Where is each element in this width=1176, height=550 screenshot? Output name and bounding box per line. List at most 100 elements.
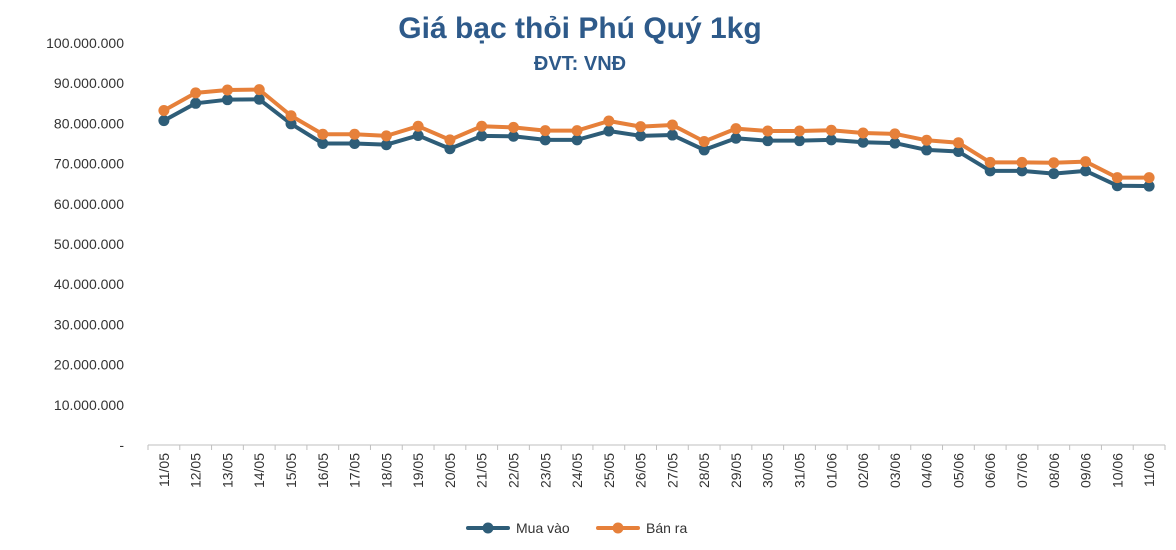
x-tick-label: 13/05	[219, 453, 235, 488]
series-line	[161, 97, 1152, 189]
data-point	[1016, 156, 1028, 168]
data-point	[825, 134, 837, 146]
x-tick-label: 29/05	[728, 453, 744, 488]
chart-subtitle: ĐVT: VNĐ	[534, 53, 626, 75]
legend-item: Mua vào	[466, 520, 570, 536]
data-point	[825, 124, 837, 136]
data-point	[190, 87, 202, 99]
data-point	[507, 130, 519, 142]
x-tick-label: 15/05	[283, 453, 299, 488]
x-tick-label: 24/05	[569, 453, 585, 488]
data-point	[571, 134, 583, 146]
data-point	[380, 139, 392, 151]
chart-title: Giá bạc thỏi Phú Quý 1kg	[398, 12, 761, 45]
data-point	[1048, 157, 1060, 169]
data-point	[762, 125, 774, 137]
series-ban-ra	[158, 84, 1155, 184]
x-tick-label: 05/06	[950, 453, 966, 488]
data-point	[889, 137, 901, 149]
x-tick-label: 04/06	[919, 453, 935, 488]
x-tick-label: 11/05	[156, 453, 172, 487]
data-point	[730, 123, 742, 135]
x-tick-label: 07/06	[1014, 453, 1030, 488]
x-tick-label: 21/05	[474, 453, 490, 488]
data-point	[984, 165, 996, 177]
data-point	[158, 115, 170, 127]
series-layer	[158, 84, 1155, 192]
x-tick-label: 30/05	[760, 453, 776, 488]
y-axis: - 10.000.000 20.000.000 30.000.000 40.000.00…	[46, 35, 124, 453]
x-tick-label: 16/05	[315, 453, 331, 488]
legend-marker	[482, 522, 494, 534]
legend-marker	[612, 522, 624, 534]
data-point	[666, 129, 678, 141]
data-point	[603, 125, 615, 137]
data-point	[1111, 172, 1123, 184]
data-point	[253, 93, 265, 105]
data-point	[857, 136, 869, 148]
data-point	[635, 121, 647, 133]
data-point	[380, 130, 392, 142]
x-tick-label: 06/06	[982, 453, 998, 488]
x-tick-label: 22/05	[505, 453, 521, 488]
y-tick-label: 30.000.000	[54, 316, 124, 332]
x-tick-label: 12/05	[188, 453, 204, 488]
data-point	[221, 84, 233, 96]
y-tick-label: 80.000.000	[54, 115, 124, 131]
data-point	[1080, 156, 1092, 168]
data-point	[221, 94, 233, 106]
data-point	[285, 118, 297, 130]
y-tick-label: -	[119, 437, 124, 453]
data-point	[1080, 165, 1092, 177]
series-mua-vao	[158, 93, 1155, 192]
x-tick-label: 20/05	[442, 453, 458, 488]
data-point	[253, 84, 265, 96]
data-point	[794, 135, 806, 147]
data-point	[603, 115, 615, 127]
y-tick-label: 100.000.000	[46, 35, 124, 51]
data-point	[1143, 172, 1155, 184]
x-tick-label: 23/05	[537, 453, 553, 488]
x-tick-label: 10/06	[1109, 453, 1125, 488]
data-point	[1143, 180, 1155, 192]
y-tick-label: 20.000.000	[54, 357, 124, 373]
data-point	[317, 128, 329, 140]
data-point	[571, 125, 583, 137]
data-point	[921, 144, 933, 156]
data-point	[507, 121, 519, 133]
x-tick-label: 31/05	[792, 453, 808, 488]
data-point	[539, 125, 551, 137]
data-point	[476, 120, 488, 132]
data-point	[762, 135, 774, 147]
y-tick-label: 10.000.000	[54, 397, 124, 413]
legend: Mua vào Bán ra	[466, 520, 687, 536]
data-point	[285, 110, 297, 122]
data-point	[794, 125, 806, 137]
x-tick-label: 11/06	[1141, 453, 1157, 487]
legend-item: Bán ra	[596, 520, 687, 536]
x-tick-label: 28/05	[696, 453, 712, 488]
x-tick-label: 18/05	[378, 453, 394, 488]
y-tick-label: 50.000.000	[54, 236, 124, 252]
x-tick-label: 25/05	[601, 453, 617, 488]
data-point	[952, 137, 964, 149]
data-point	[317, 138, 329, 149]
x-tick-label: 14/05	[251, 453, 267, 488]
data-point	[857, 127, 869, 139]
x-tick-label: 03/06	[887, 453, 903, 488]
data-point	[444, 143, 456, 155]
x-tick-label: 19/05	[410, 453, 426, 488]
data-point	[158, 105, 170, 117]
x-tick-label: 27/05	[664, 453, 680, 488]
data-point	[412, 120, 424, 132]
x-tick-label: 09/06	[1078, 453, 1094, 488]
data-point	[412, 129, 424, 141]
x-tick-label: 01/06	[823, 453, 839, 488]
data-point	[889, 128, 901, 140]
data-point	[1111, 180, 1123, 192]
data-point	[190, 97, 202, 109]
data-point	[984, 156, 996, 168]
data-point	[444, 134, 456, 146]
